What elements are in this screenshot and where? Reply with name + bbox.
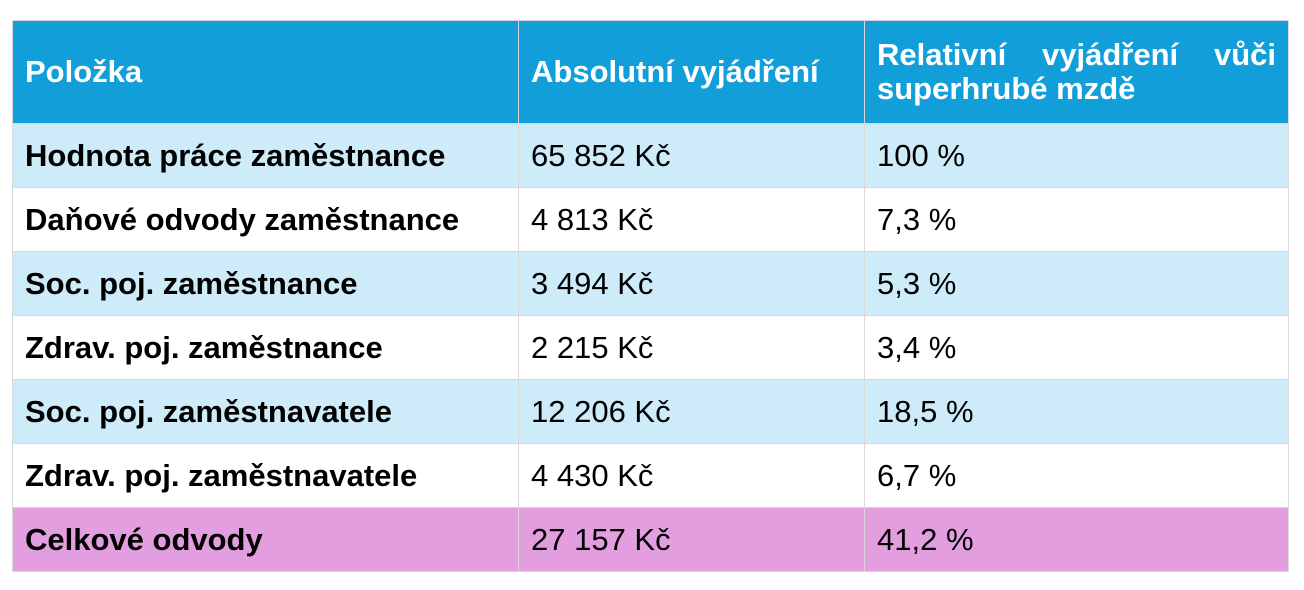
row-relative: 7,3 % <box>864 187 1289 252</box>
row-absolute: 4 813 Kč <box>518 187 865 252</box>
table-row: Daňové odvody zaměstnance 4 813 Kč 7,3 % <box>12 187 1289 252</box>
row-absolute: 12 206 Kč <box>518 379 865 444</box>
table-row: Zdrav. poj. zaměstnance 2 215 Kč 3,4 % <box>12 315 1289 380</box>
row-relative: 18,5 % <box>864 379 1289 444</box>
row-label: Daňové odvody zaměstnance <box>12 187 519 252</box>
row-label: Soc. poj. zaměstnavatele <box>12 379 519 444</box>
table-row: Soc. poj. zaměstnance 3 494 Kč 5,3 % <box>12 251 1289 316</box>
row-relative: 3,4 % <box>864 315 1289 380</box>
table-row: Zdrav. poj. zaměstnavatele 4 430 Kč 6,7 … <box>12 443 1289 508</box>
row-absolute: 4 430 Kč <box>518 443 865 508</box>
row-absolute: 65 852 Kč <box>518 123 865 188</box>
row-relative: 6,7 % <box>864 443 1289 508</box>
total-row: Celkové odvody 27 157 Kč 41,2 % <box>12 507 1289 572</box>
row-relative: 5,3 % <box>864 251 1289 316</box>
table-row: Soc. poj. zaměstnavatele 12 206 Kč 18,5 … <box>12 379 1289 444</box>
header-row: Položka Absolutní vyjádření Relativní vy… <box>12 20 1289 124</box>
total-absolute: 27 157 Kč <box>518 507 865 572</box>
row-label: Soc. poj. zaměstnance <box>12 251 519 316</box>
total-relative: 41,2 % <box>864 507 1289 572</box>
table-row: Hodnota práce zaměstnance 65 852 Kč 100 … <box>12 123 1289 188</box>
row-absolute: 3 494 Kč <box>518 251 865 316</box>
header-relative: Relativní vyjádření vůči superhrubé mzdě <box>864 20 1289 124</box>
row-label: Zdrav. poj. zaměstnavatele <box>12 443 519 508</box>
payroll-deductions-table: Položka Absolutní vyjádření Relativní vy… <box>12 20 1289 572</box>
header-absolute: Absolutní vyjádření <box>518 20 865 124</box>
row-label: Zdrav. poj. zaměstnance <box>12 315 519 380</box>
row-label: Hodnota práce zaměstnance <box>12 123 519 188</box>
row-relative: 100 % <box>864 123 1289 188</box>
row-absolute: 2 215 Kč <box>518 315 865 380</box>
header-item: Položka <box>12 20 519 124</box>
total-label: Celkové odvody <box>12 507 519 572</box>
